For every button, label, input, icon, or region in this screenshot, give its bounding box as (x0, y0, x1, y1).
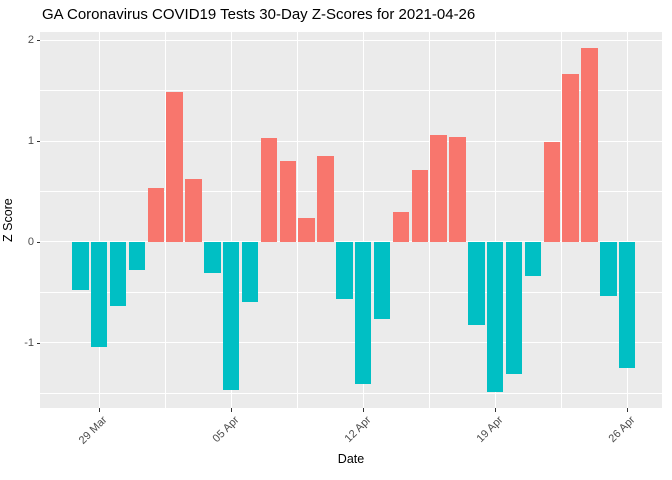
x-tick-mark (626, 408, 628, 412)
y-axis-title: Z Score (1, 198, 15, 242)
gridline-major-horizontal (40, 140, 662, 142)
bar-2021-04-19 (486, 242, 504, 392)
bar-2021-04-01 (147, 187, 164, 242)
bar-2021-04-03 (185, 179, 202, 242)
bar-2021-03-30 (109, 242, 127, 306)
gridline-major-vertical (230, 32, 232, 408)
gridline-major-vertical (494, 32, 496, 408)
x-tick-mark (230, 408, 232, 412)
bar-2021-03-28 (72, 242, 89, 290)
bar-2021-04-04 (204, 242, 221, 274)
gridline-minor-vertical (164, 32, 166, 408)
bar-2021-04-24 (581, 48, 598, 242)
y-tick-label: -1 (24, 337, 34, 349)
gridline-major-horizontal (40, 342, 662, 344)
bar-2021-04-15 (411, 170, 428, 242)
bar-2021-04-18 (468, 242, 485, 325)
y-tick-mark (36, 241, 40, 243)
bar-2021-04-13 (373, 242, 391, 319)
bar-2021-04-12 (354, 242, 372, 385)
bar-2021-04-25 (600, 242, 617, 296)
bar-2021-04-23 (562, 74, 579, 242)
bar-2021-03-29 (90, 242, 108, 347)
gridline-major-vertical (362, 32, 364, 408)
gridline-major-vertical (626, 32, 628, 408)
bar-2021-04-07 (260, 138, 278, 242)
y-tick-mark (36, 140, 40, 142)
bar-2021-04-05 (222, 242, 240, 390)
gridline-major-horizontal (40, 39, 662, 41)
gridline-minor-horizontal (40, 191, 662, 192)
bar-2021-04-22 (543, 142, 560, 242)
x-axis-title: Date (337, 452, 365, 466)
bar-2021-04-06 (241, 242, 259, 302)
bar-2021-04-02 (166, 91, 183, 242)
bar-2021-04-14 (392, 211, 410, 242)
y-tick-mark (36, 39, 40, 41)
x-tick-mark (362, 408, 364, 412)
y-tick-label: 0 (27, 236, 34, 248)
gridline-minor-vertical (296, 32, 298, 408)
bar-2021-04-26 (618, 242, 636, 369)
y-tick-label: 2 (27, 34, 34, 46)
bar-2021-04-20 (505, 242, 523, 375)
plot-panel (40, 32, 662, 408)
bar-2021-03-31 (128, 242, 146, 271)
bar-2021-04-08 (279, 161, 296, 242)
bar-2021-04-16 (430, 134, 447, 242)
gridline-minor-horizontal (40, 90, 662, 91)
bar-2021-04-11 (336, 242, 353, 299)
gridline-minor-vertical (428, 32, 430, 408)
x-tick-mark (98, 408, 100, 412)
bar-2021-04-10 (317, 156, 334, 242)
x-tick-mark (494, 408, 496, 412)
gridline-minor-horizontal (40, 393, 662, 394)
gridline-major-horizontal (40, 241, 662, 243)
bar-2021-04-09 (298, 217, 315, 242)
bar-2021-04-17 (449, 137, 466, 242)
y-tick-mark (36, 342, 40, 344)
chart-title: GA Coronavirus COVID19 Tests 30-Day Z-Sc… (42, 6, 476, 23)
gridline-major-vertical (98, 32, 100, 408)
bar-2021-04-21 (524, 242, 542, 277)
y-tick-label: 1 (27, 135, 34, 147)
gridline-minor-vertical (560, 32, 562, 408)
